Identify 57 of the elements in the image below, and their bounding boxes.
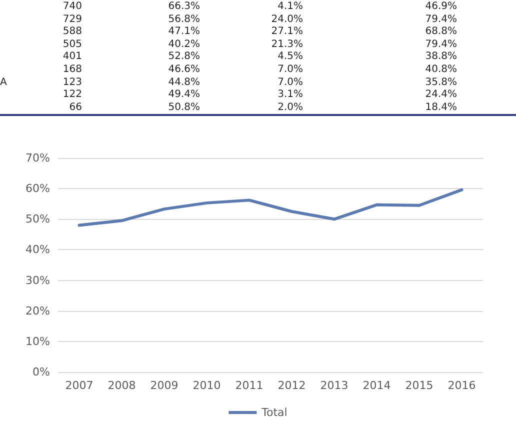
text: 68.8% xyxy=(425,25,457,38)
legend-label: Total xyxy=(260,406,288,419)
text: 79.4% xyxy=(425,38,457,51)
text: 27.1% xyxy=(271,25,303,38)
text: 729 xyxy=(62,12,82,26)
x-tick-label: 2011 xyxy=(235,379,264,392)
text: 4.5% xyxy=(278,50,303,64)
text: 21.3% xyxy=(271,38,303,51)
x-tick-label: 2015 xyxy=(405,379,434,392)
text: 46.6% xyxy=(168,63,200,76)
x-tick-label: 2016 xyxy=(448,379,476,392)
text: 122 xyxy=(62,88,82,102)
x-tick-label: 2007 xyxy=(65,379,94,392)
text: 401 xyxy=(62,50,82,64)
text: 4.1% xyxy=(278,0,303,13)
text: 588 xyxy=(62,25,82,38)
text: 24.4% xyxy=(425,88,457,102)
text: 2.0% xyxy=(278,100,303,114)
text: 505 xyxy=(62,38,82,51)
text: 47.1% xyxy=(168,25,200,38)
text: 3.1% xyxy=(278,88,303,102)
text: 66.3% xyxy=(168,0,200,13)
text: 40.8% xyxy=(425,63,457,76)
text: 66 xyxy=(69,100,82,114)
text: 18.4% xyxy=(425,100,457,114)
x-tick-label: 2014 xyxy=(362,379,391,392)
text: 38.8% xyxy=(425,50,457,64)
text: 46.9% xyxy=(425,0,457,13)
text: 56.8% xyxy=(168,12,200,26)
x-tick-label: 2010 xyxy=(192,379,221,392)
y-tick-label: 50% xyxy=(26,212,50,226)
text: 168 xyxy=(62,63,82,76)
x-tick-label: 2012 xyxy=(278,379,306,392)
text: 740 xyxy=(62,0,82,13)
text: 35.8% xyxy=(425,76,457,89)
text: 7.0% xyxy=(278,76,303,89)
x-tick-label: 2013 xyxy=(320,379,348,392)
text: 123 xyxy=(62,76,82,89)
text: 40.2% xyxy=(168,38,200,51)
text: 79.4% xyxy=(425,12,457,26)
x-tick-label: 2008 xyxy=(108,379,136,392)
text: 49.4% xyxy=(168,88,200,102)
y-tick-label: 30% xyxy=(26,274,50,287)
text: 44.8% xyxy=(168,76,200,89)
text: 52.8% xyxy=(168,50,200,64)
y-tick-label: 70% xyxy=(26,152,50,164)
y-tick-label: 60% xyxy=(26,182,50,196)
category-label: A xyxy=(0,76,7,89)
text: 24.0% xyxy=(271,12,303,26)
y-tick-label: 0% xyxy=(32,366,50,378)
x-tick-label: 2009 xyxy=(150,379,178,392)
y-tick-label: 40% xyxy=(26,243,50,256)
y-tick-label: 20% xyxy=(26,304,50,318)
y-tick-label: 10% xyxy=(26,334,50,348)
text: 7.0% xyxy=(278,63,303,76)
text: 50.8% xyxy=(168,100,200,114)
line-series xyxy=(78,188,464,227)
